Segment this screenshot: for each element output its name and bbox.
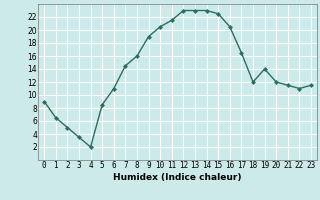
X-axis label: Humidex (Indice chaleur): Humidex (Indice chaleur) (113, 173, 242, 182)
